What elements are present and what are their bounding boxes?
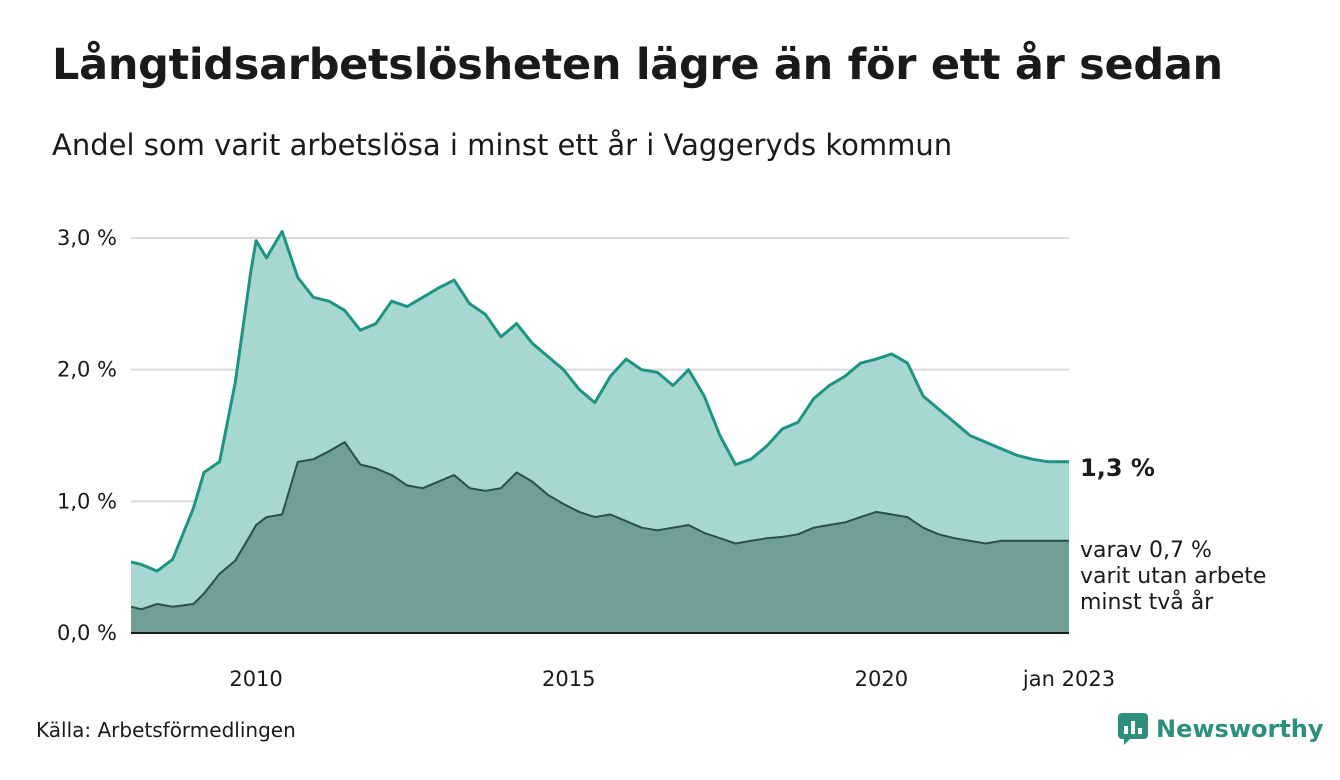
source-credit: Källa: Arbetsförmedlingen	[36, 718, 296, 742]
x-tick-label: jan 2023	[1022, 667, 1115, 691]
line-total	[130, 229, 1069, 573]
y-tick-label: 2,0 %	[57, 358, 117, 382]
newsworthy-icon	[1118, 713, 1148, 745]
x-tick-label: 2015	[542, 667, 595, 691]
chart-subtitle: Andel som varit arbetslösa i minst ett å…	[52, 128, 953, 162]
area-long-term	[131, 442, 1069, 633]
area-layer	[130, 229, 1069, 633]
label-layer: 1,3 % varav 0,7 % varit utan arbete minst t…	[1080, 454, 1266, 615]
y-tick-label: 1,0 %	[57, 489, 117, 513]
chart-title: Långtidsarbetslösheten lägre än för ett …	[52, 40, 1223, 90]
axis-layer: 0,0 % 1,0 % 2,0 % 3,0 % 2010 2015 2020 jan 2023	[57, 226, 1115, 691]
end-label-long-term-line: varit utan arbete	[1080, 564, 1266, 589]
end-label-total: 1,3 %	[1080, 454, 1155, 482]
brand-name: Newsworthy	[1156, 715, 1324, 743]
y-tick-label: 0,0 %	[57, 621, 117, 645]
line-long-term	[130, 441, 1069, 611]
brand-logo[interactable]: Newsworthy	[1118, 712, 1324, 746]
end-label-long-term-line: minst två år	[1080, 589, 1214, 615]
x-tick-label: 2020	[855, 667, 908, 691]
y-tick-label: 3,0 %	[57, 226, 117, 250]
x-tick-label: 2010	[229, 667, 282, 691]
end-label-long-term-line: varav 0,7 %	[1080, 538, 1212, 563]
end-label-long-term: varav 0,7 % varit utan arbete minst två år	[1080, 538, 1266, 615]
area-chart: 0,0 % 1,0 % 2,0 % 3,0 % 2010 2015 2020 jan 2023…	[57, 226, 1266, 691]
